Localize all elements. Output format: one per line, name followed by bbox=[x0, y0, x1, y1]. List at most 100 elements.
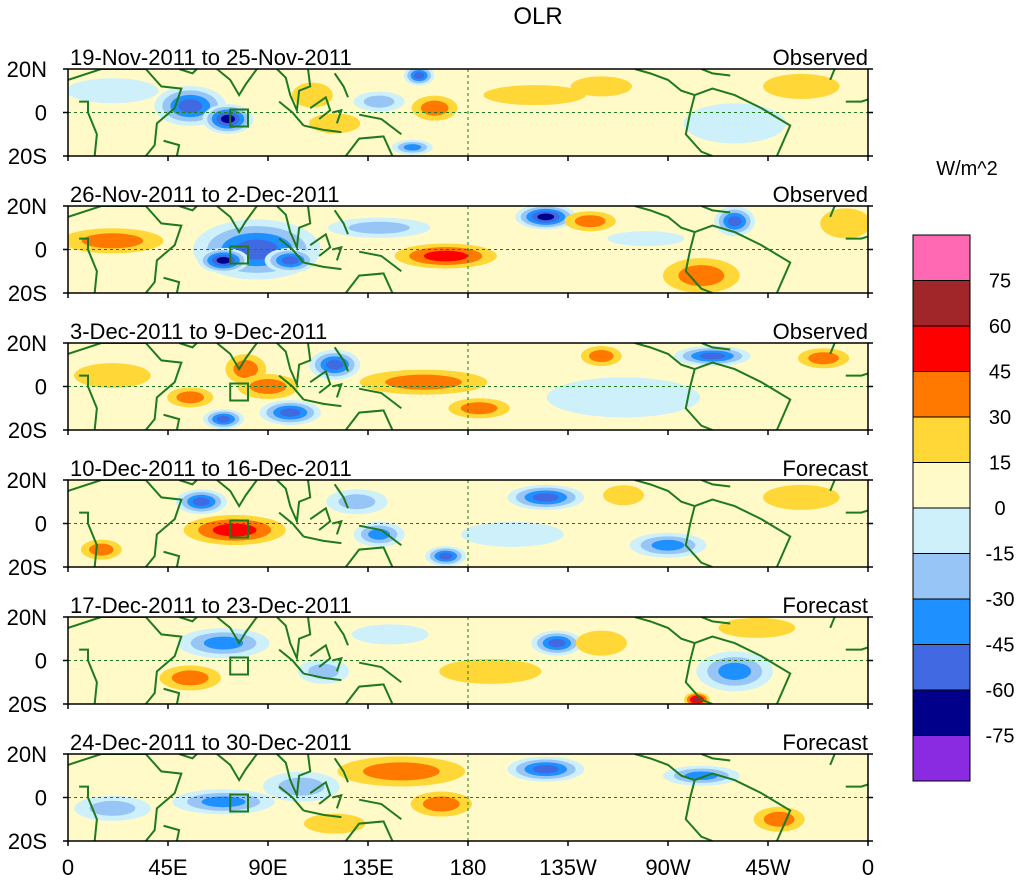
coastline bbox=[358, 113, 402, 136]
anomaly-contour bbox=[575, 630, 627, 656]
coastline bbox=[68, 617, 183, 704]
coastline bbox=[178, 206, 198, 212]
coastline bbox=[845, 98, 868, 103]
coastline bbox=[303, 809, 342, 819]
anomaly-contour bbox=[699, 352, 726, 360]
coastline bbox=[333, 483, 349, 509]
coastline bbox=[163, 139, 181, 156]
y-tick-label: 0 bbox=[35, 238, 47, 263]
coastline bbox=[694, 498, 792, 567]
anomaly-contour bbox=[233, 360, 259, 379]
anomaly-contour bbox=[385, 374, 462, 390]
coastline bbox=[216, 343, 258, 372]
coastline bbox=[216, 617, 258, 646]
anomaly-contour bbox=[89, 800, 136, 816]
coastline bbox=[163, 824, 181, 841]
coastline bbox=[634, 617, 695, 645]
colorbar-box bbox=[912, 644, 971, 691]
colorbar-box bbox=[912, 234, 971, 281]
anomaly-contour bbox=[763, 73, 840, 99]
y-tick-label: 20S bbox=[8, 829, 47, 854]
coastline bbox=[700, 617, 731, 625]
coastline bbox=[332, 245, 343, 261]
anomaly-contour bbox=[438, 552, 453, 560]
coastline bbox=[216, 480, 258, 509]
panel-date-label: 24-Dec-2011 to 30-Dec-2011 bbox=[70, 730, 352, 755]
coastline bbox=[276, 69, 312, 115]
coastline bbox=[700, 480, 731, 488]
anomaly-contour bbox=[216, 415, 231, 423]
panel-1: 20N 0 20S 19-Nov-2011 to 25-Nov-2011 Observe… bbox=[7, 45, 873, 169]
region-box bbox=[229, 108, 250, 128]
anomaly-contour bbox=[651, 539, 685, 551]
coastline bbox=[178, 343, 198, 349]
colorbar-tick-label: -30 bbox=[986, 589, 1015, 611]
chart-title: OLR bbox=[513, 3, 562, 30]
anomaly-contour bbox=[74, 363, 151, 389]
y-tick-label: 20S bbox=[8, 418, 47, 443]
anomaly-contour bbox=[403, 144, 422, 151]
anomaly-contour bbox=[68, 78, 159, 104]
region-box bbox=[229, 793, 250, 813]
y-tick-label: 20N bbox=[7, 194, 47, 219]
coastline bbox=[829, 480, 836, 492]
colorbar-tick-label: 30 bbox=[989, 407, 1011, 429]
panel-date-label: 26-Nov-2011 to 2-Dec-2011 bbox=[70, 182, 339, 207]
anomaly-contour bbox=[178, 99, 203, 113]
anomaly-contour bbox=[727, 216, 742, 227]
anomaly-contour bbox=[216, 256, 231, 264]
coastline bbox=[332, 108, 343, 124]
region-box bbox=[229, 245, 250, 265]
coastline bbox=[684, 642, 713, 704]
y-tick-label: 20N bbox=[7, 331, 47, 356]
coastline bbox=[68, 343, 183, 430]
coastline bbox=[333, 620, 349, 646]
colorbar-tick-label: -60 bbox=[986, 680, 1015, 702]
coastline bbox=[216, 754, 258, 783]
coastline bbox=[700, 754, 731, 762]
coastline bbox=[358, 250, 402, 273]
coastline bbox=[303, 535, 342, 545]
coastline bbox=[684, 368, 713, 430]
coastline bbox=[163, 276, 181, 293]
coastline bbox=[344, 683, 394, 704]
anomaly-contour bbox=[439, 658, 542, 684]
colorbar-tick-label: 60 bbox=[989, 316, 1011, 338]
coastline bbox=[68, 480, 183, 567]
x-tick-label: 90E bbox=[248, 855, 287, 880]
panel-kind-label: Observed bbox=[773, 45, 868, 70]
panel-kind-label: Observed bbox=[773, 182, 868, 207]
y-tick-label: 20N bbox=[7, 468, 47, 493]
panel-field bbox=[68, 69, 868, 156]
colorbar-box bbox=[912, 280, 971, 327]
x-tick-label: 135E bbox=[342, 855, 393, 880]
coastline bbox=[358, 661, 402, 684]
panel-date-label: 19-Nov-2011 to 25-Nov-2011 bbox=[70, 45, 352, 70]
anomaly-contour bbox=[763, 811, 795, 827]
colorbar-tick-label: 0 bbox=[994, 498, 1005, 520]
panel-kind-label: Forecast bbox=[782, 593, 868, 618]
coastline bbox=[684, 231, 713, 293]
coastline bbox=[829, 206, 836, 218]
y-tick-label: 20N bbox=[7, 605, 47, 630]
coastline bbox=[684, 505, 713, 567]
coastline bbox=[694, 772, 792, 841]
coastline bbox=[163, 550, 181, 567]
colorbar-box bbox=[912, 507, 971, 554]
coastline bbox=[684, 779, 713, 841]
colorbar-tick-label: 75 bbox=[989, 271, 1011, 293]
anomaly-contour bbox=[589, 350, 614, 363]
coastline bbox=[634, 754, 695, 782]
panel-2: 20N 0 20S 26-Nov-2011 to 2-Dec-2011 Observed bbox=[7, 182, 873, 306]
coastline bbox=[634, 480, 695, 508]
coastline bbox=[276, 343, 312, 389]
coastline bbox=[309, 643, 332, 668]
region-box bbox=[229, 656, 250, 676]
x-tick-label: 45W bbox=[745, 855, 790, 880]
anomaly-contour bbox=[221, 114, 235, 124]
coastline bbox=[358, 798, 402, 821]
anomaly-contour bbox=[548, 638, 566, 648]
x-axis: 0 45E 90E 135E 180 135W 90W 45W 0 bbox=[62, 855, 874, 880]
anomaly-contour bbox=[808, 352, 839, 365]
anomaly-contour bbox=[533, 765, 559, 774]
